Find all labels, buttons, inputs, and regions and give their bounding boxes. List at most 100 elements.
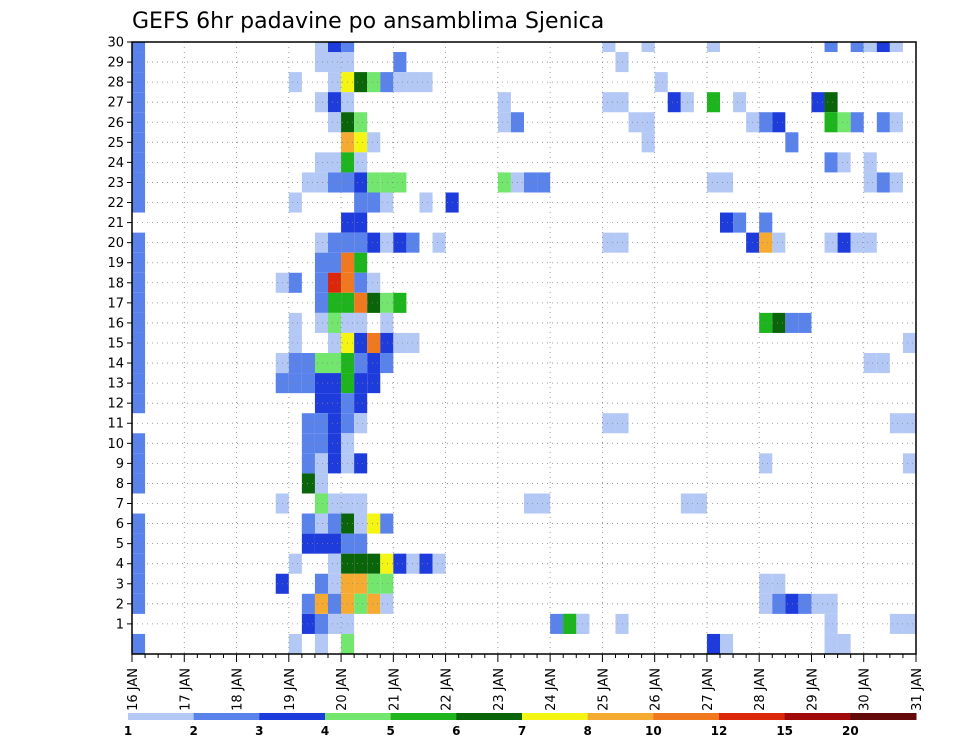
y-tick-label: 24 — [107, 156, 124, 171]
precip-cell — [380, 192, 394, 213]
precip-cell — [328, 152, 342, 173]
precip-cell — [380, 513, 394, 534]
precip-cell — [314, 252, 328, 273]
precip-cell — [497, 92, 511, 113]
precip-cell — [341, 633, 355, 654]
precip-cell — [314, 453, 328, 474]
precip-cell — [301, 373, 315, 394]
legend-swatch — [850, 713, 917, 720]
precip-cell — [380, 232, 394, 253]
precip-cell — [314, 52, 328, 73]
precip-cell — [328, 593, 342, 614]
y-tick-label: 29 — [107, 56, 124, 71]
precip-cell — [876, 172, 890, 193]
precip-cell — [288, 312, 302, 333]
precip-cell — [367, 292, 381, 313]
precip-cell — [354, 353, 368, 374]
y-tick-label: 14 — [107, 357, 124, 372]
precip-cell — [328, 172, 342, 193]
y-tick-label: 16 — [107, 316, 124, 331]
chart-title: GEFS 6hr padavine po ansamblima Sjenica — [132, 9, 604, 34]
precip-cell — [132, 473, 146, 494]
precip-cell — [314, 42, 328, 53]
legend-swatch — [784, 713, 851, 720]
precip-cell — [367, 353, 381, 374]
precip-cell — [132, 353, 146, 374]
precip-cell — [367, 513, 381, 534]
precip-cell — [328, 92, 342, 113]
precip-cell — [380, 292, 394, 313]
precip-cell — [314, 232, 328, 253]
precip-cell — [132, 72, 146, 93]
precip-cell — [354, 593, 368, 614]
legend-swatch — [587, 713, 654, 720]
legend-swatch — [325, 713, 392, 720]
precip-cell — [132, 312, 146, 333]
y-tick-label: 13 — [107, 377, 124, 392]
y-tick-label: 3 — [116, 577, 124, 592]
precip-cell — [341, 42, 355, 53]
legend-swatch — [259, 713, 326, 720]
precip-cell — [328, 332, 342, 354]
y-tick-label: 23 — [107, 176, 124, 191]
precip-cell — [301, 513, 315, 534]
precip-cell — [863, 172, 877, 193]
precip-cell — [301, 172, 315, 193]
precip-cell — [419, 192, 433, 213]
precip-cell — [328, 513, 342, 534]
precip-cell — [720, 633, 734, 654]
y-tick-label: 27 — [107, 96, 124, 111]
legend-label: 6 — [452, 724, 460, 738]
precip-cell — [863, 42, 877, 53]
y-tick-label: 9 — [116, 457, 124, 472]
legend-label: 4 — [321, 724, 329, 738]
precip-cell — [380, 593, 394, 614]
precip-cell — [785, 593, 799, 614]
precip-cell — [772, 593, 786, 614]
precip-cell — [824, 232, 838, 253]
precip-cell — [354, 393, 368, 414]
precip-cell — [354, 212, 368, 233]
precip-cell — [328, 292, 342, 313]
precip-cell — [524, 172, 538, 193]
precip-cell — [837, 232, 851, 253]
precip-cell — [863, 152, 877, 173]
legend-swatch — [653, 713, 720, 720]
precip-cell — [876, 353, 890, 374]
y-tick-label: 28 — [107, 76, 124, 91]
y-tick-label: 5 — [116, 537, 124, 552]
precip-cell — [314, 413, 328, 434]
precip-cell — [902, 453, 916, 474]
y-tick-label: 4 — [116, 557, 124, 572]
precip-cell — [314, 593, 328, 614]
legend-swatch — [522, 713, 589, 720]
precip-cell — [798, 312, 812, 333]
precip-cell — [288, 332, 302, 354]
precip-cell — [328, 72, 342, 93]
precip-cell — [328, 52, 342, 73]
precip-cell — [537, 172, 551, 193]
precip-cell — [367, 132, 381, 153]
precip-cell — [288, 72, 302, 93]
precip-cell — [354, 573, 368, 594]
y-tick-label: 30 — [107, 36, 124, 51]
x-tick-label: 29 JAN — [805, 668, 820, 711]
precip-cell — [380, 172, 394, 193]
precip-cell — [288, 192, 302, 213]
x-tick-label: 22 JAN — [440, 668, 455, 711]
precip-cell — [328, 232, 342, 253]
legend-label: 2 — [189, 724, 197, 738]
precip-cell — [876, 42, 890, 53]
precip-cell — [314, 312, 328, 333]
precip-cell — [354, 533, 368, 554]
precip-cell — [902, 332, 916, 354]
precip-cell — [602, 92, 616, 113]
precip-cell — [837, 112, 851, 133]
precip-cell — [628, 112, 642, 133]
precip-cell — [354, 232, 368, 253]
precip-cell — [328, 272, 342, 293]
precip-cell — [524, 493, 538, 514]
precip-cell — [328, 112, 342, 133]
precip-cell — [301, 593, 315, 614]
precip-cell — [132, 112, 146, 133]
